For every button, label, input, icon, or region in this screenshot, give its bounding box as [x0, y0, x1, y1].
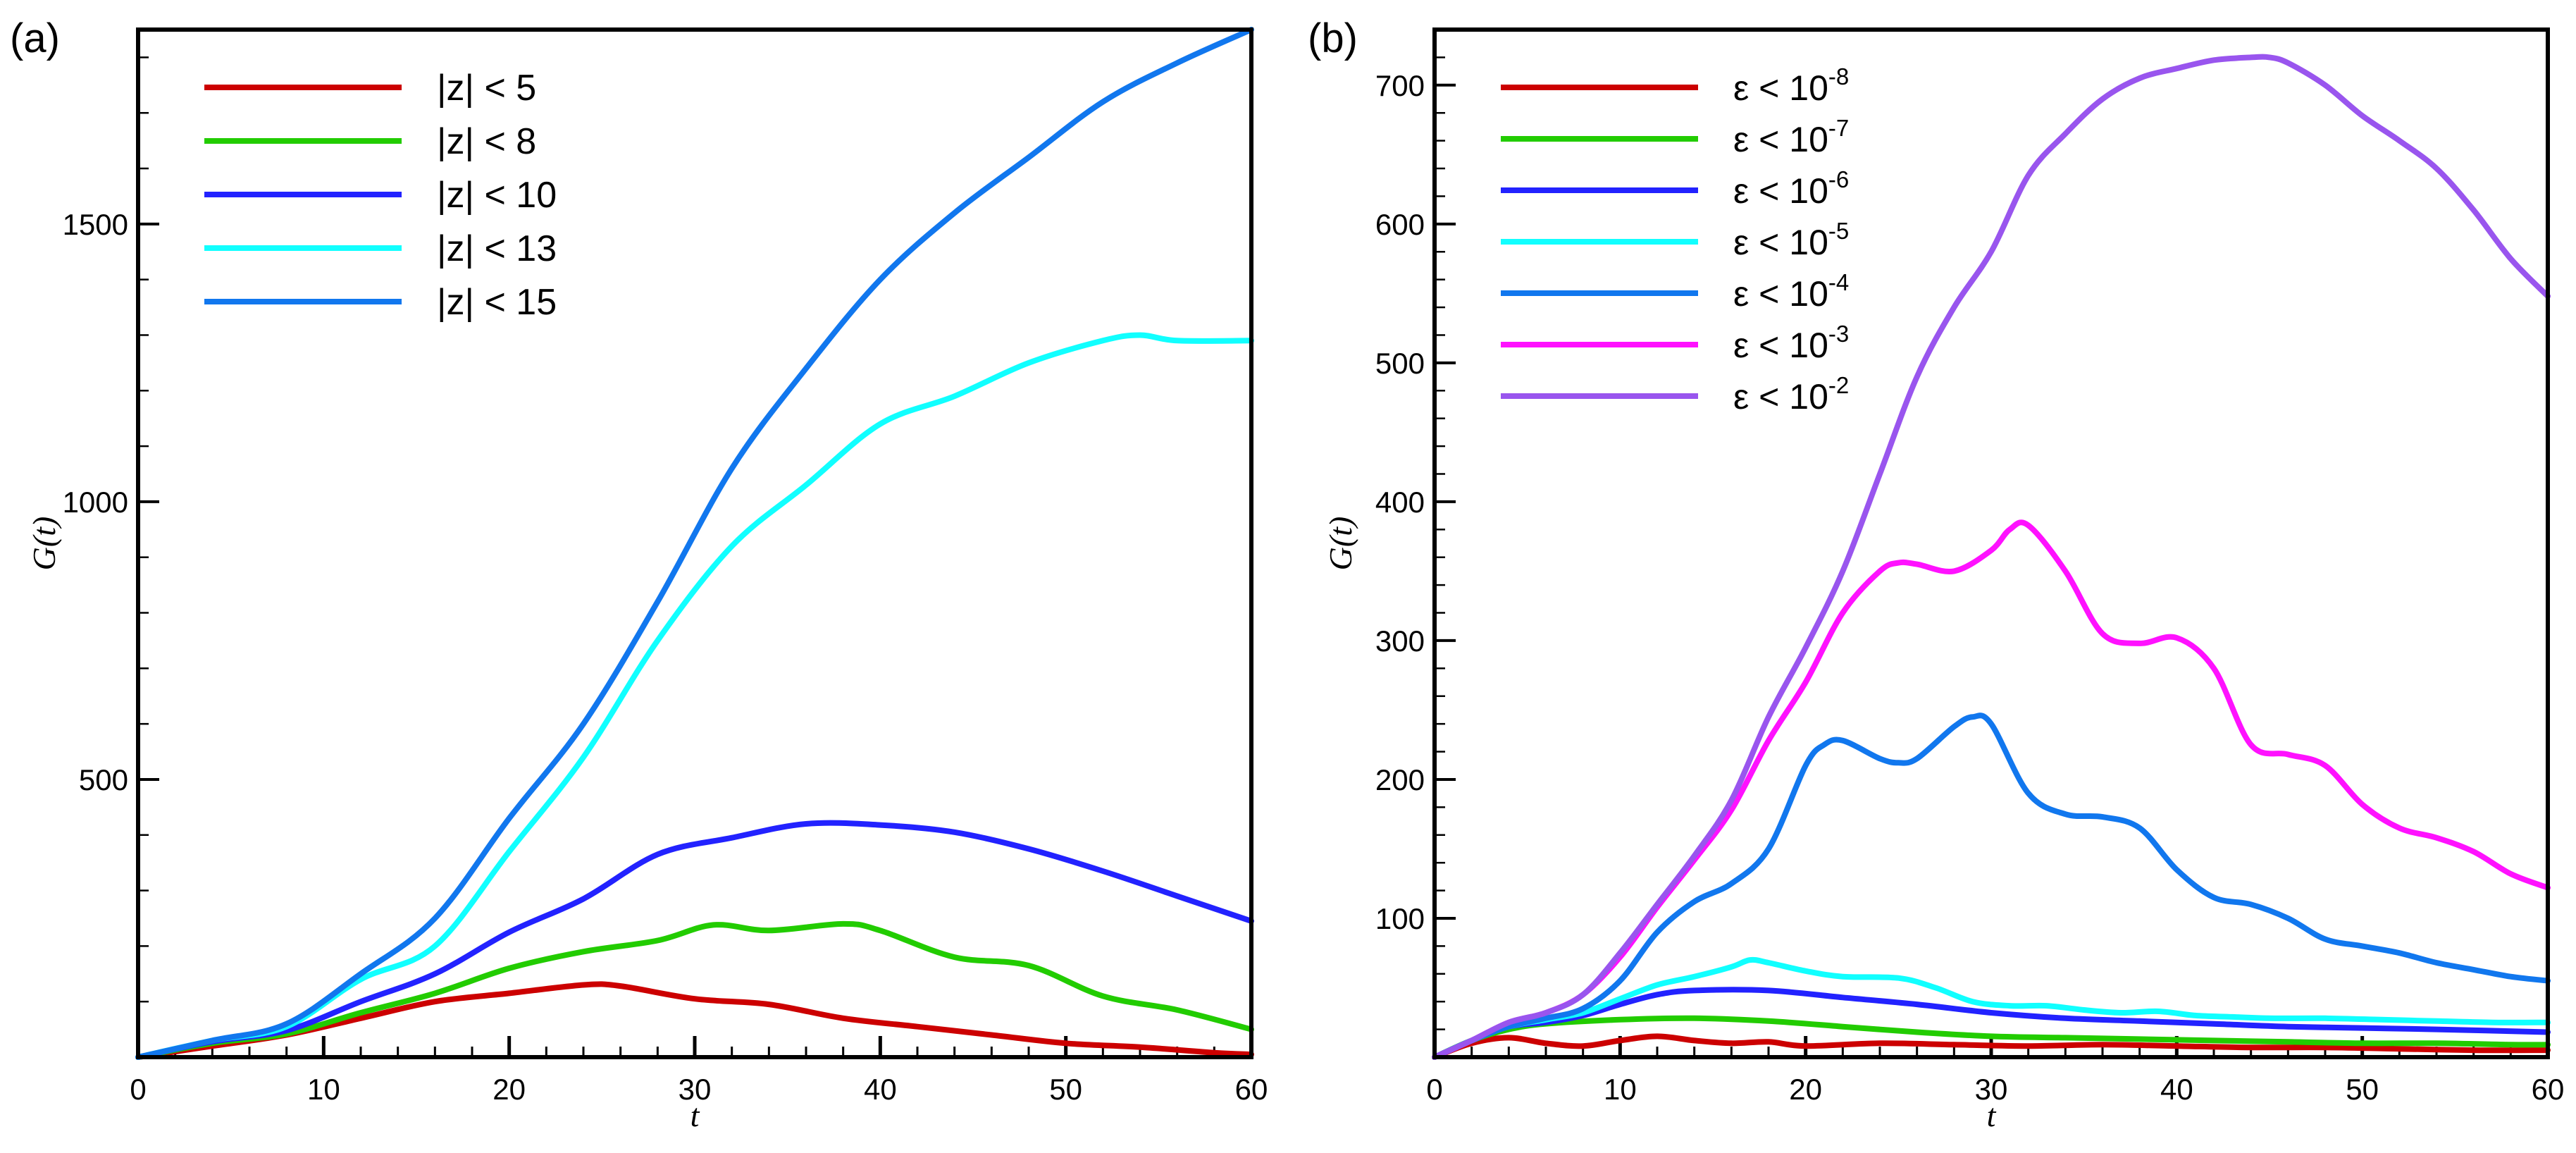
series-line-4	[135, 332, 1254, 1060]
series-line-2	[1432, 1015, 2551, 1060]
legend-exponent: -4	[1828, 269, 1849, 295]
series-line-5	[135, 27, 1254, 1060]
legend-exponent: -2	[1828, 372, 1849, 398]
x-tick-label: 50	[1049, 1073, 1082, 1106]
series-line-4	[1432, 956, 2551, 1060]
legend-label: |z| < 15	[437, 282, 557, 323]
panel-a: (a) 0 10 20 30 40 50 60 500 1000 1500 t G(t) |z|…	[10, 16, 1268, 1133]
x-tick-label: 20	[493, 1073, 526, 1106]
panel-b-y-tick-labels: 100 200 300 400 500 600 700	[1375, 69, 1425, 935]
x-tick-label: 40	[864, 1073, 897, 1106]
series-line-1	[1432, 1033, 2551, 1060]
x-tick-label: 30	[679, 1073, 712, 1106]
legend-exponent: -5	[1828, 218, 1849, 244]
x-tick-label: 10	[1604, 1073, 1637, 1106]
legend-label: |z| < 13	[437, 228, 557, 269]
legend-label: |z| < 5	[437, 68, 536, 109]
panel-a-x-axis-title: t	[691, 1097, 700, 1133]
y-tick-label: 300	[1375, 624, 1425, 658]
panel-a-series	[135, 27, 1254, 1060]
series-line-1	[135, 981, 1254, 1060]
panel-b-frame	[1432, 27, 2550, 1059]
y-tick-label: 400	[1375, 486, 1425, 519]
x-tick-label: 60	[1235, 1073, 1268, 1106]
y-tick-label: 1000	[63, 486, 128, 519]
x-tick-label: 40	[2160, 1073, 2193, 1106]
series-line-2	[135, 920, 1254, 1060]
panel-label-a: (a)	[10, 16, 60, 61]
panel-b-series	[1432, 54, 2551, 1060]
panel-b-y-axis-title: G(t)	[1323, 517, 1358, 571]
y-tick-label: 200	[1375, 763, 1425, 796]
series-line-3	[135, 820, 1254, 1060]
panel-label-b: (b)	[1308, 16, 1358, 61]
panel-b: (b) 0 10 20 30 40 50 60 100200300400500600700 …	[1308, 16, 2564, 1133]
panel-b-x-axis-title: t	[1987, 1097, 1997, 1133]
x-tick-label: 60	[2532, 1073, 2565, 1106]
panel-b-x-tick-labels: 0 10 20 30 40 50 60	[1426, 1073, 2564, 1106]
legend-exponent: -6	[1828, 166, 1849, 192]
x-tick-label: 10	[307, 1073, 340, 1106]
panel-a-x-tick-labels: 0 10 20 30 40 50 60	[130, 1073, 1268, 1106]
legend-exponent: -7	[1828, 115, 1849, 141]
panel-a-frame	[136, 27, 1253, 1059]
legend-label: ε < 10-5	[1733, 218, 1849, 262]
x-tick-label: 20	[1789, 1073, 1822, 1106]
legend-label: |z| < 8	[437, 121, 536, 162]
x-tick-label: 50	[2346, 1073, 2379, 1106]
x-tick-label: 30	[1975, 1073, 2008, 1106]
legend-exponent: -8	[1828, 63, 1849, 90]
series-line-5	[1432, 713, 2551, 1060]
y-tick-label: 700	[1375, 69, 1425, 102]
x-tick-label: 0	[130, 1073, 146, 1106]
y-tick-label: 600	[1375, 208, 1425, 241]
y-tick-label: 100	[1375, 902, 1425, 935]
panel-a-legend: |z| < 5 |z| < 8 |z| < 10 |z| < 13 |z| < 15	[204, 68, 557, 323]
legend-exponent: -3	[1828, 321, 1849, 347]
panel-a-y-axis-title: G(t)	[26, 517, 62, 571]
y-tick-label: 1500	[63, 208, 128, 241]
panel-a-y-tick-labels: 500 1000 1500	[63, 208, 128, 796]
series-line-7	[1432, 54, 2551, 1060]
y-tick-label: 500	[1375, 347, 1425, 380]
y-tick-label: 500	[79, 763, 128, 796]
legend-label: |z| < 10	[437, 175, 557, 216]
x-tick-label: 0	[1426, 1073, 1442, 1106]
